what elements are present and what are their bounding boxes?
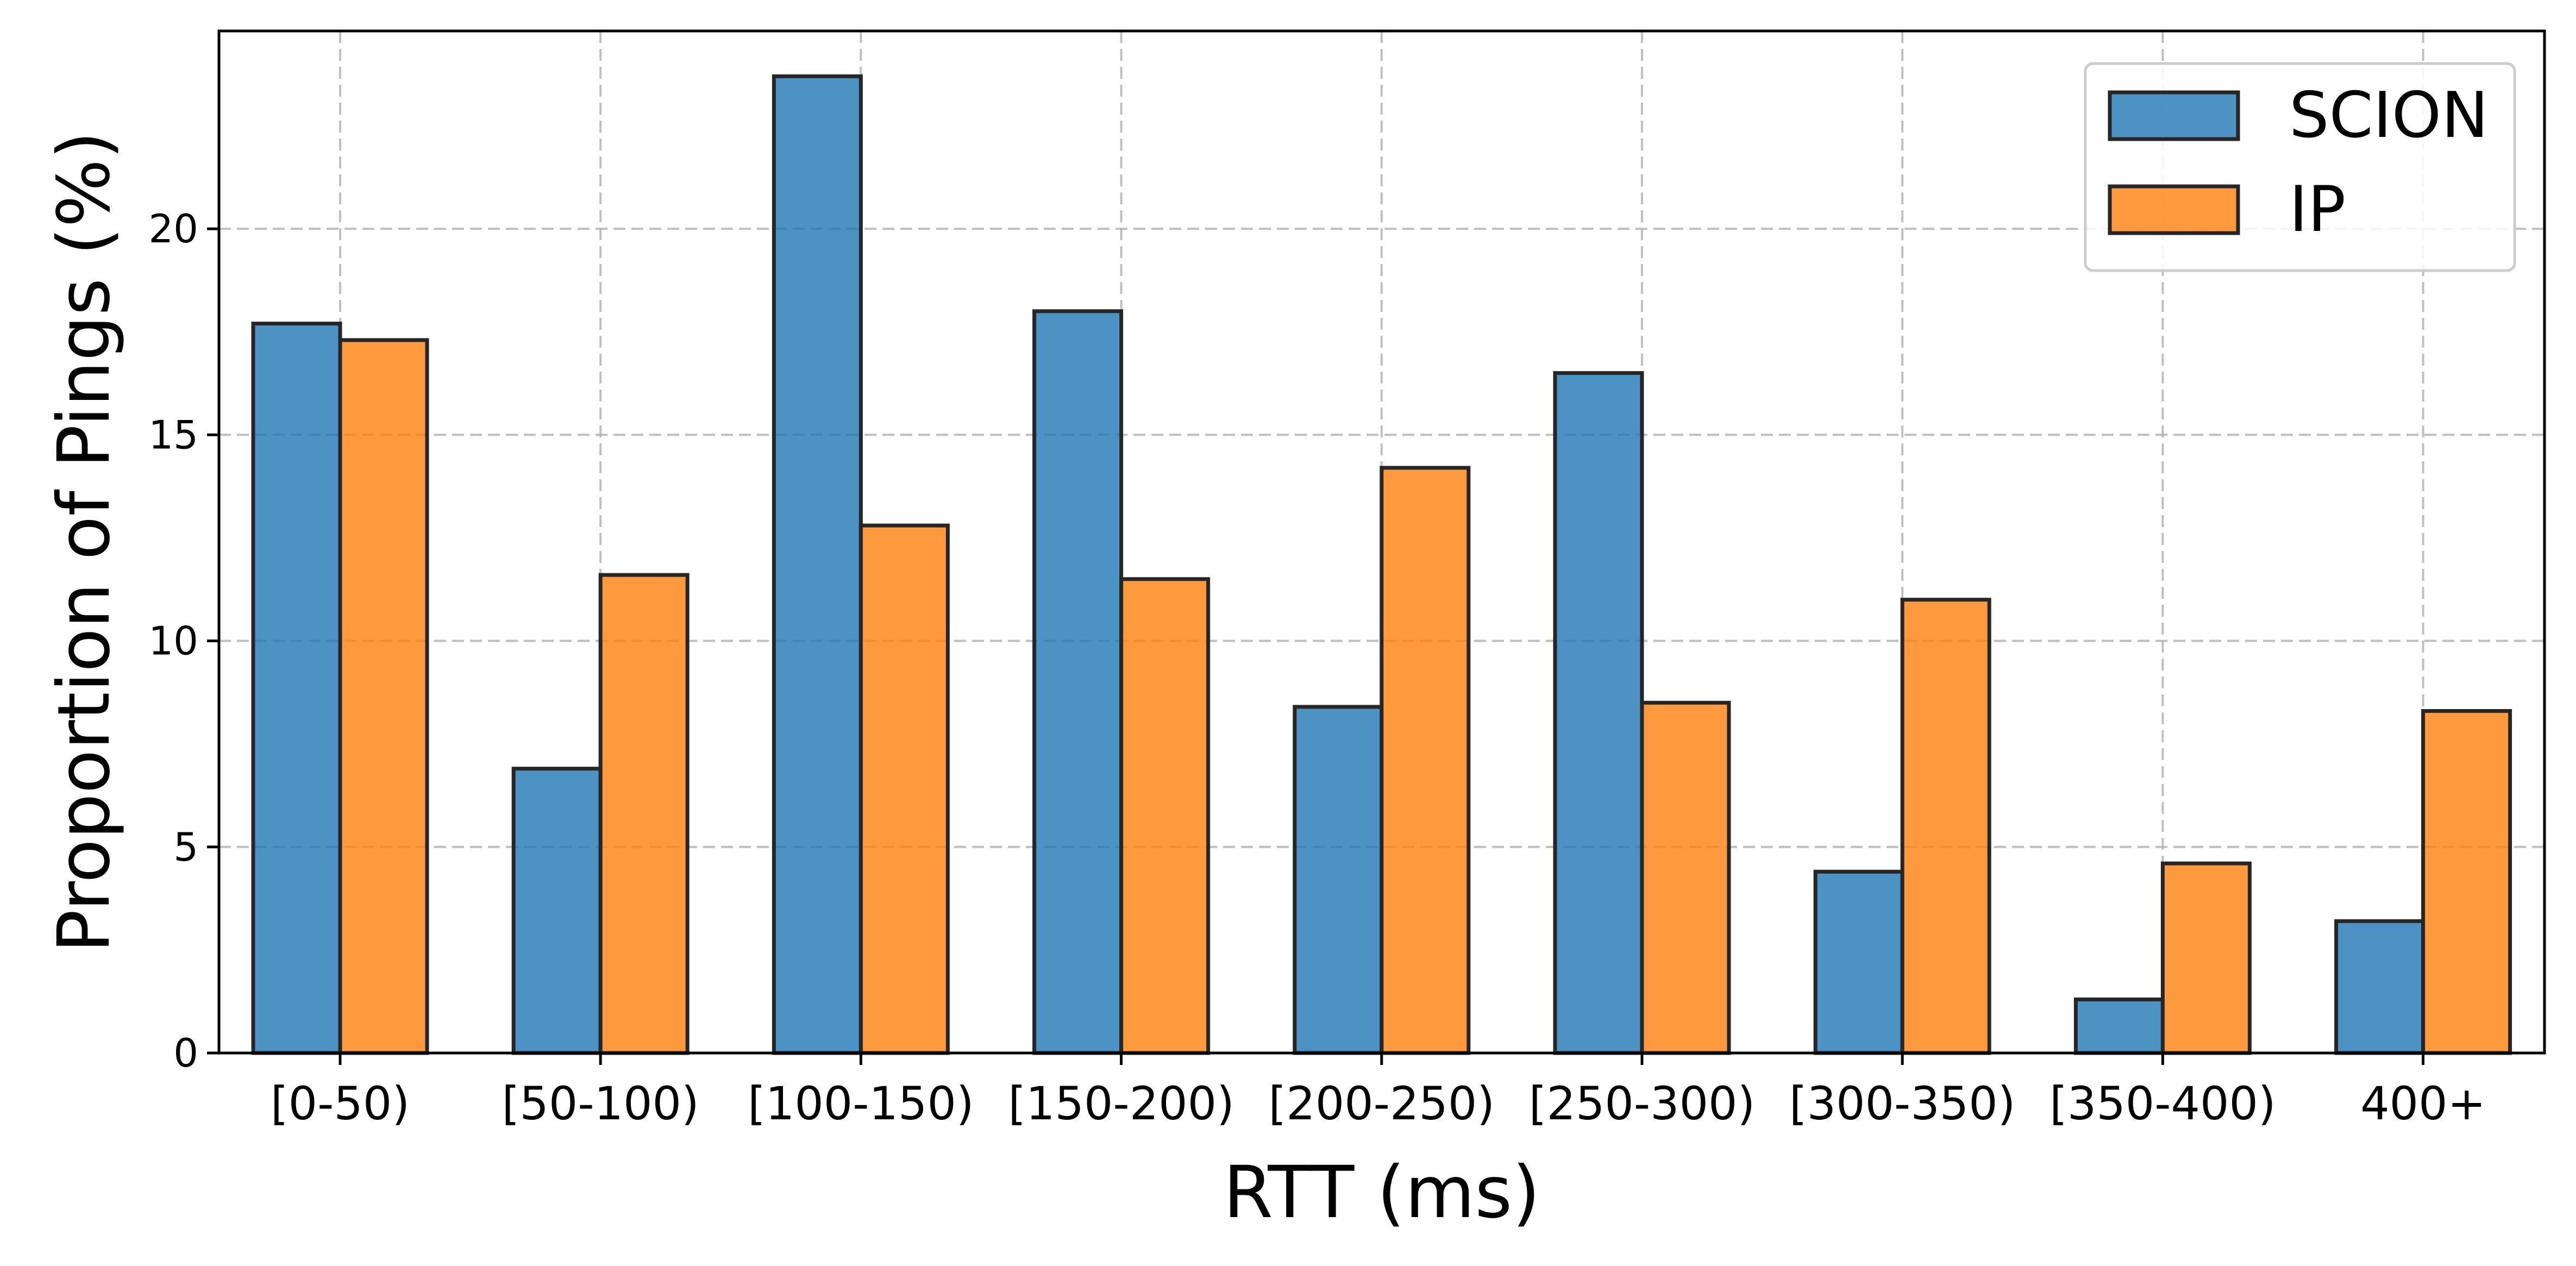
y-tick-label: 10 <box>148 618 198 664</box>
bar-ip-1 <box>598 573 690 1055</box>
x-tick-label: [350-400) <box>2049 1077 2276 1130</box>
x-tick-label: [100-150) <box>748 1077 974 1130</box>
bar-ip-6 <box>1900 598 1991 1055</box>
legend-swatch-scion <box>2108 90 2240 141</box>
y-tick-label: 0 <box>173 1030 198 1076</box>
y-tick-label: 15 <box>148 412 198 457</box>
legend-label-scion: SCION <box>2289 79 2489 152</box>
axis-ticks: 0 5 10 15 20 [0-50) [50-100) [100-150) [150-200)… <box>148 206 2486 1130</box>
bar-ip-5 <box>1640 700 1731 1055</box>
x-tick-label: [0-50) <box>271 1077 410 1130</box>
bars <box>251 74 2512 1055</box>
x-tick-label: [200-250) <box>1269 1077 1495 1130</box>
x-tick-label: [300-350) <box>1789 1077 2016 1130</box>
bar-ip-0 <box>338 338 429 1055</box>
bar-ip-3 <box>1119 577 1211 1055</box>
bar-scion-5 <box>1553 371 1644 1055</box>
bar-scion-0 <box>251 322 342 1055</box>
bar-ip-4 <box>1380 466 1471 1055</box>
x-tick-label: 400+ <box>2360 1077 2486 1130</box>
x-tick-label: [250-300) <box>1529 1077 1756 1130</box>
y-tick-label: 5 <box>173 824 198 870</box>
bar-scion-2 <box>772 74 863 1055</box>
legend-label-ip: IP <box>2289 173 2346 246</box>
legend-swatch-ip <box>2108 184 2240 235</box>
bar-ip-8 <box>2421 709 2512 1055</box>
bar-scion-7 <box>2073 997 2165 1055</box>
bar-scion-8 <box>2334 919 2425 1055</box>
x-axis-title: RTT (ms) <box>1223 1151 1540 1234</box>
bar-scion-3 <box>1032 309 1124 1055</box>
x-tick-label: [50-100) <box>502 1077 699 1130</box>
bar-scion-6 <box>1813 869 1904 1055</box>
x-tick-label: [150-200) <box>1008 1077 1234 1130</box>
bar-scion-1 <box>511 767 603 1055</box>
bar-scion-4 <box>1293 705 1384 1055</box>
bar-ip-2 <box>858 523 950 1055</box>
bar-ip-7 <box>2160 861 2252 1055</box>
y-axis-title: Proportion of Pings (%) <box>42 131 126 952</box>
y-tick-label: 20 <box>148 206 198 252</box>
legend: SCION IP <box>2084 62 2516 272</box>
